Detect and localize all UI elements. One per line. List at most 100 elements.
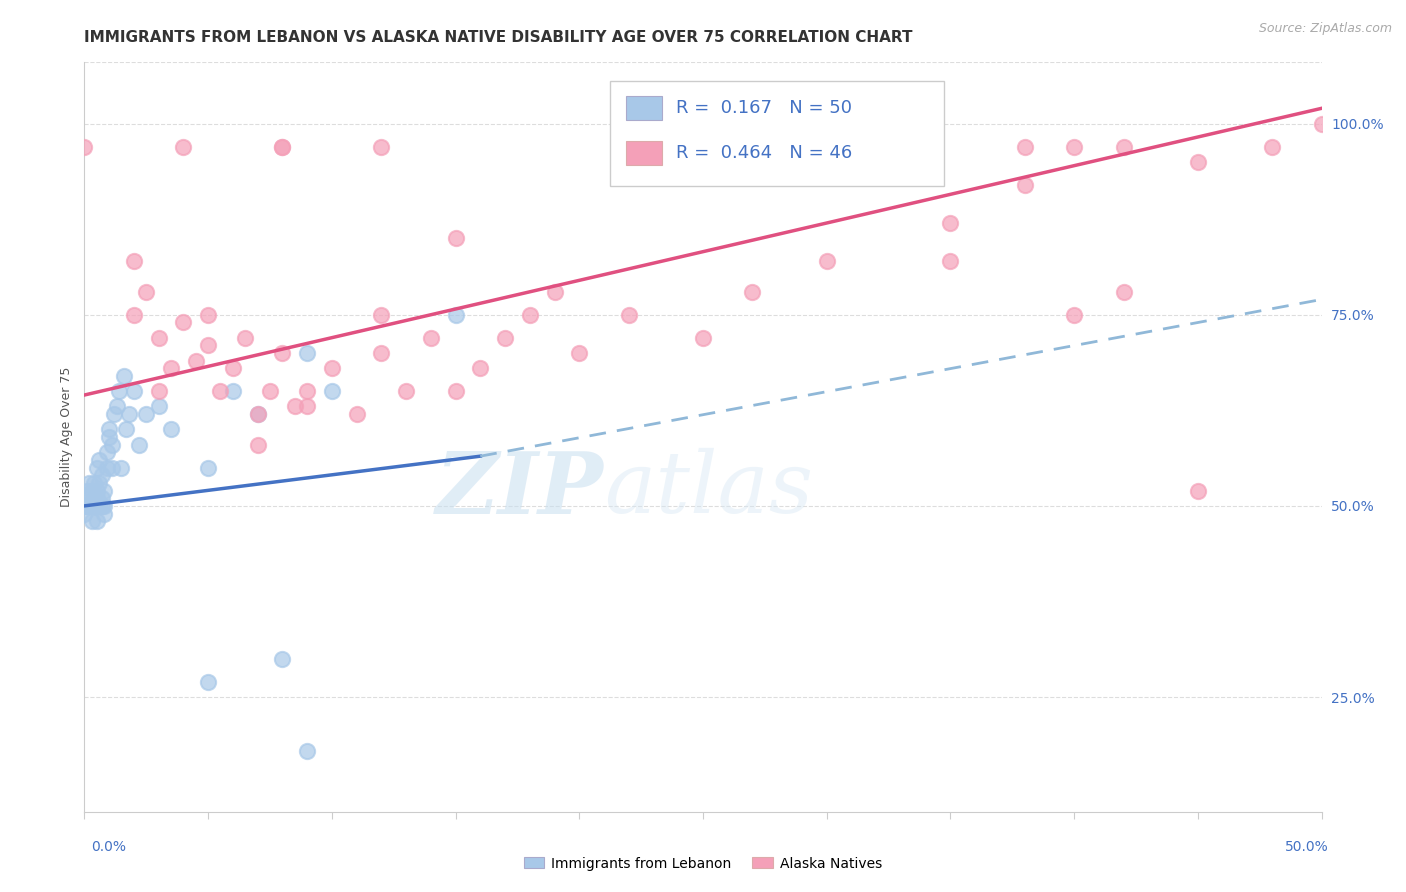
Text: R =  0.167   N = 50: R = 0.167 N = 50 <box>676 99 852 117</box>
Point <box>419 331 441 345</box>
Text: Source: ZipAtlas.com: Source: ZipAtlas.com <box>1258 22 1392 36</box>
Point <box>197 460 219 475</box>
Point <box>222 384 245 399</box>
Point <box>122 254 145 268</box>
Point <box>295 743 318 757</box>
Point <box>568 346 591 360</box>
Point <box>96 460 118 475</box>
Point <box>321 384 343 399</box>
Point <box>135 285 157 299</box>
Text: ZIP: ZIP <box>436 448 605 532</box>
Point <box>259 384 281 399</box>
Point <box>73 139 96 153</box>
Point <box>1261 139 1284 153</box>
Point <box>1112 285 1135 299</box>
Point <box>79 499 101 513</box>
Point <box>83 491 105 506</box>
Text: R =  0.464   N = 46: R = 0.464 N = 46 <box>676 145 852 162</box>
Text: 50.0%: 50.0% <box>1285 840 1329 855</box>
Point <box>444 384 467 399</box>
Point <box>100 460 122 475</box>
Point <box>939 254 962 268</box>
Point <box>103 407 125 421</box>
Point <box>295 384 318 399</box>
Point <box>939 216 962 230</box>
Point <box>233 331 256 345</box>
Text: 0.0%: 0.0% <box>91 840 127 855</box>
Point <box>122 384 145 399</box>
Point <box>543 285 565 299</box>
Point <box>370 139 392 153</box>
Point <box>118 407 141 421</box>
Point <box>197 674 219 689</box>
Y-axis label: Disability Age Over 75: Disability Age Over 75 <box>60 367 73 508</box>
Point <box>1014 139 1036 153</box>
FancyBboxPatch shape <box>610 81 945 186</box>
Point <box>172 315 194 329</box>
Point <box>73 491 96 506</box>
Point <box>209 384 232 399</box>
Point <box>108 384 131 399</box>
Point <box>184 353 207 368</box>
Point <box>93 507 115 521</box>
Point <box>271 652 294 666</box>
Point <box>395 384 418 399</box>
Point <box>93 499 115 513</box>
Point <box>73 507 96 521</box>
Point <box>83 499 105 513</box>
Text: IMMIGRANTS FROM LEBANON VS ALASKA NATIVE DISABILITY AGE OVER 75 CORRELATION CHAR: IMMIGRANTS FROM LEBANON VS ALASKA NATIVE… <box>84 29 912 45</box>
Point <box>148 400 170 414</box>
Point <box>86 483 108 498</box>
Point <box>160 361 183 376</box>
Point <box>128 438 150 452</box>
Point <box>86 491 108 506</box>
Point <box>80 514 103 528</box>
Point <box>79 475 101 490</box>
Point <box>1063 308 1085 322</box>
Point <box>346 407 368 421</box>
Text: atlas: atlas <box>605 448 813 531</box>
Point <box>1014 178 1036 192</box>
Point <box>90 491 112 506</box>
Point <box>815 254 838 268</box>
Point <box>370 308 392 322</box>
Point <box>93 483 115 498</box>
Point <box>470 361 492 376</box>
Point <box>222 361 245 376</box>
Point <box>76 499 98 513</box>
Point <box>197 308 219 322</box>
Point <box>90 468 112 483</box>
Point <box>444 308 467 322</box>
Point <box>122 308 145 322</box>
Point <box>197 338 219 352</box>
Point <box>160 422 183 436</box>
Point <box>96 445 118 459</box>
Point <box>115 422 138 436</box>
Point <box>246 407 269 421</box>
Point <box>148 331 170 345</box>
Point <box>135 407 157 421</box>
FancyBboxPatch shape <box>626 141 662 165</box>
Point <box>321 361 343 376</box>
Point <box>1112 139 1135 153</box>
Point <box>295 346 318 360</box>
Point <box>370 346 392 360</box>
Point <box>172 139 194 153</box>
Point <box>83 475 105 490</box>
Point <box>617 308 640 322</box>
Point <box>73 499 96 513</box>
Point <box>246 407 269 421</box>
Point <box>86 514 108 528</box>
Point <box>100 438 122 452</box>
Point <box>246 438 269 452</box>
Point <box>80 483 103 498</box>
FancyBboxPatch shape <box>626 96 662 120</box>
Point <box>741 285 763 299</box>
Point <box>444 231 467 245</box>
Point <box>295 400 318 414</box>
Point <box>89 499 111 513</box>
Point <box>89 453 111 467</box>
Point <box>86 460 108 475</box>
Point <box>494 331 516 345</box>
Point <box>692 331 714 345</box>
